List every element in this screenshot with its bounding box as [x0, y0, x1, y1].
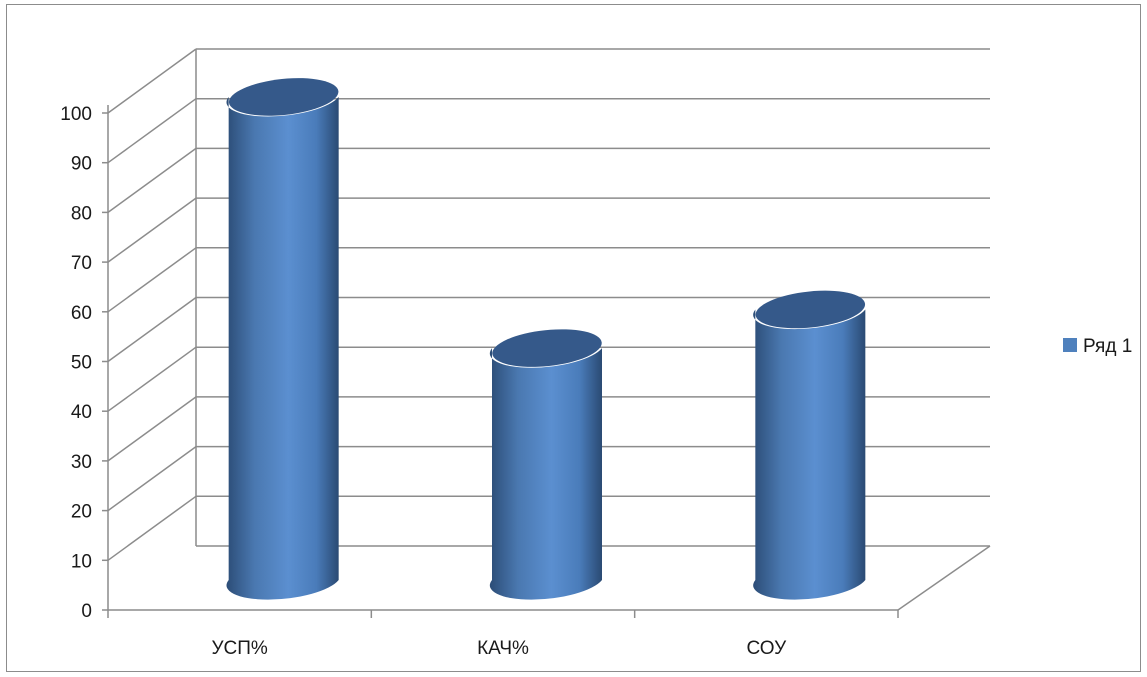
y-tick-label: 20	[71, 502, 92, 523]
bar-body	[753, 309, 866, 600]
y-tick-label: 50	[71, 353, 92, 374]
side-gridline	[107, 495, 197, 561]
y-tick-label: 70	[71, 253, 92, 274]
legend-label: Ряд 1	[1083, 336, 1132, 357]
bar-top-cap	[755, 290, 866, 329]
side-gridline	[107, 346, 197, 412]
y-tick-label: 40	[71, 402, 92, 423]
x-tick-label: СОУ	[746, 638, 787, 659]
side-gridline	[107, 247, 197, 313]
legend: Ряд 1	[1063, 336, 1132, 357]
y-tick-label: 0	[81, 601, 92, 622]
x-tick-label: КАЧ%	[477, 638, 529, 659]
y-tick-label: 10	[71, 551, 92, 572]
bar-top-cap	[492, 329, 602, 367]
side-gridline	[107, 445, 197, 512]
bars	[226, 78, 866, 600]
labels: 0 10 20 30 40 50 60 70 80 90 100 УСП% КАЧ% СОУ	[60, 104, 787, 659]
side-gridline	[107, 396, 197, 462]
bar-top-cap	[228, 78, 339, 116]
axes	[102, 105, 899, 618]
y-tick-label: 30	[71, 452, 92, 473]
legend-swatch	[1063, 338, 1077, 352]
bar-2	[489, 329, 602, 600]
bar-body	[226, 96, 339, 600]
side-gridline	[107, 147, 197, 214]
y-tick-label: 60	[71, 303, 92, 324]
side-gridline	[107, 197, 197, 263]
y-tick-label: 80	[71, 203, 92, 224]
side-gridline	[107, 48, 197, 114]
y-tick-label: 100	[60, 104, 92, 125]
floor-edge	[897, 545, 991, 611]
side-gridline	[107, 296, 197, 363]
y-tick-label: 90	[71, 154, 92, 175]
bar-body	[489, 348, 602, 600]
x-tick-label: УСП%	[211, 638, 267, 659]
bar-3	[753, 290, 866, 600]
side-gridline	[107, 98, 197, 164]
bar-1	[226, 78, 339, 600]
